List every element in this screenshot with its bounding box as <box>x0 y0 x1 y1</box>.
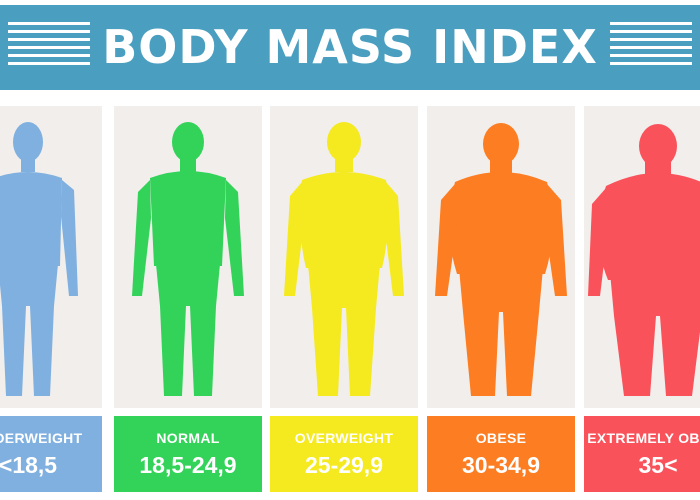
figure-panel-normal <box>114 106 262 408</box>
underweight-silhouette-icon <box>0 122 78 396</box>
obese-silhouette-icon <box>435 123 567 396</box>
extremely-obese-silhouette-icon <box>588 124 700 396</box>
category-label: NORMAL <box>156 430 220 446</box>
category-range: 18,5-24,9 <box>139 452 237 478</box>
figure-panel-underweight <box>0 106 102 408</box>
page-title: BODY MASS INDEX <box>102 20 598 74</box>
category-range: <18,5 <box>0 452 58 478</box>
title-bar <box>0 5 700 90</box>
category-range: 25-29,9 <box>304 452 383 478</box>
category-label: UNDERWEIGHT <box>0 430 83 446</box>
category-range: 30-34,9 <box>461 452 540 478</box>
category-range: 35< <box>638 452 678 478</box>
title-banner: BODY MASS INDEX <box>0 0 700 92</box>
category-card-obese: OBESE 30-34,9 <box>427 416 575 492</box>
left-stripes-decoration <box>8 22 90 68</box>
normal-silhouette-icon <box>132 122 244 396</box>
right-stripes-decoration <box>610 22 692 68</box>
bmi-chart: UNDERWEIGHT <18,5 NORMAL 18,5-24,9 <box>0 92 700 500</box>
figure-panel-extremely-obese <box>584 106 700 408</box>
category-label: OBESE <box>475 430 527 446</box>
category-label: OVERWEIGHT <box>294 430 394 446</box>
figure-panel-obese <box>427 106 575 408</box>
category-card-extremely-obese: EXTREMELY OBESE 35< <box>584 416 700 492</box>
overweight-silhouette-icon <box>284 122 404 396</box>
category-card-overweight: OVERWEIGHT 25-29,9 <box>270 416 418 492</box>
category-card-normal: NORMAL 18,5-24,9 <box>114 416 262 492</box>
category-card-underweight: UNDERWEIGHT <18,5 <box>0 416 102 492</box>
category-label: EXTREMELY OBESE <box>587 430 700 446</box>
figure-panel-overweight <box>270 106 418 408</box>
